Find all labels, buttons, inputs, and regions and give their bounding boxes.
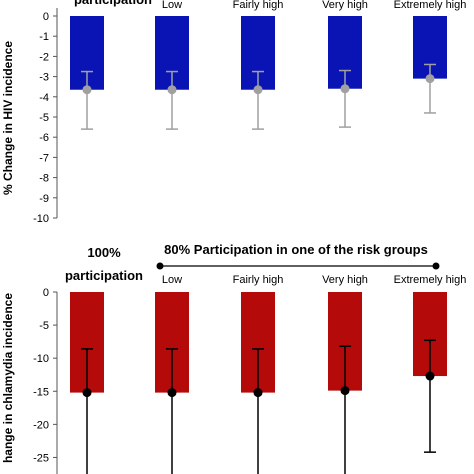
hiv-mean-marker <box>425 74 435 84</box>
hiv-ytick-label: -3 <box>39 72 49 84</box>
hiv-category-label: Extremely high <box>394 0 467 11</box>
chlamydia-mean-marker <box>82 388 92 398</box>
group-bracket-right-dot <box>432 262 440 270</box>
chlamydia-ytick-label: -25 <box>33 452 49 464</box>
bottom-group-header: 80% Participation in one of the risk gro… <box>164 242 428 257</box>
top-header-participation: participation <box>74 0 152 7</box>
hiv-ytick-label: 0 <box>43 11 49 23</box>
chlamydia-category-label: Extremely high <box>394 274 467 286</box>
hiv-ytick-label: -9 <box>39 193 49 205</box>
top-plot-area: 0 -1 -2 -3 -4 -5 -6 -7 -8 -9 -10 Low Fairly high Very… <box>33 0 466 225</box>
chlamydia-category-label: Fairly high <box>233 274 284 286</box>
top-ylabel: % Change in HIV incidence <box>1 41 15 195</box>
bottom-header-100: 100% <box>87 245 121 260</box>
bottom-plot-area: 0 -5 -10 -15 -20 -25 Low Fairly high Very high Ex… <box>33 274 466 474</box>
chlamydia-mean-marker <box>340 386 350 396</box>
chlamydia-ytick-label: -20 <box>33 419 49 431</box>
hiv-ytick-label: -5 <box>39 112 49 124</box>
hiv-category-label: Very high <box>322 0 368 11</box>
bottom-header-participation: participation <box>65 268 143 283</box>
chlamydia-ytick-label: -10 <box>33 353 49 365</box>
hiv-ytick-label: -6 <box>39 132 49 144</box>
hiv-mean-marker <box>167 85 177 95</box>
bottom-ylabel: hange in chlamydia incidence <box>1 293 15 463</box>
hiv-ytick-label: -10 <box>33 213 49 225</box>
hiv-mean-marker <box>340 84 350 94</box>
hiv-ytick-label: -2 <box>39 51 49 63</box>
chlamydia-mean-marker <box>167 388 177 398</box>
hiv-mean-marker <box>82 85 92 95</box>
chlamydia-ytick-label: 0 <box>43 287 49 299</box>
chlamydia-ytick-label: -15 <box>33 386 49 398</box>
chlamydia-category-label: Very high <box>322 274 368 286</box>
hiv-ytick-label: -1 <box>39 31 49 43</box>
chlamydia-category-label: Low <box>162 274 182 286</box>
chlamydia-mean-marker <box>253 388 263 398</box>
chlamydia-ytick-label: -5 <box>39 320 49 332</box>
group-bracket-left-dot <box>156 262 164 270</box>
hiv-ytick-label: -7 <box>39 152 49 164</box>
hiv-mean-marker <box>253 85 263 95</box>
hiv-category-label: Low <box>162 0 182 11</box>
hiv-category-label: Fairly high <box>233 0 284 11</box>
hiv-ytick-label: -8 <box>39 173 49 185</box>
hiv-ytick-label: -4 <box>39 92 49 104</box>
chlamydia-mean-marker <box>425 371 435 381</box>
